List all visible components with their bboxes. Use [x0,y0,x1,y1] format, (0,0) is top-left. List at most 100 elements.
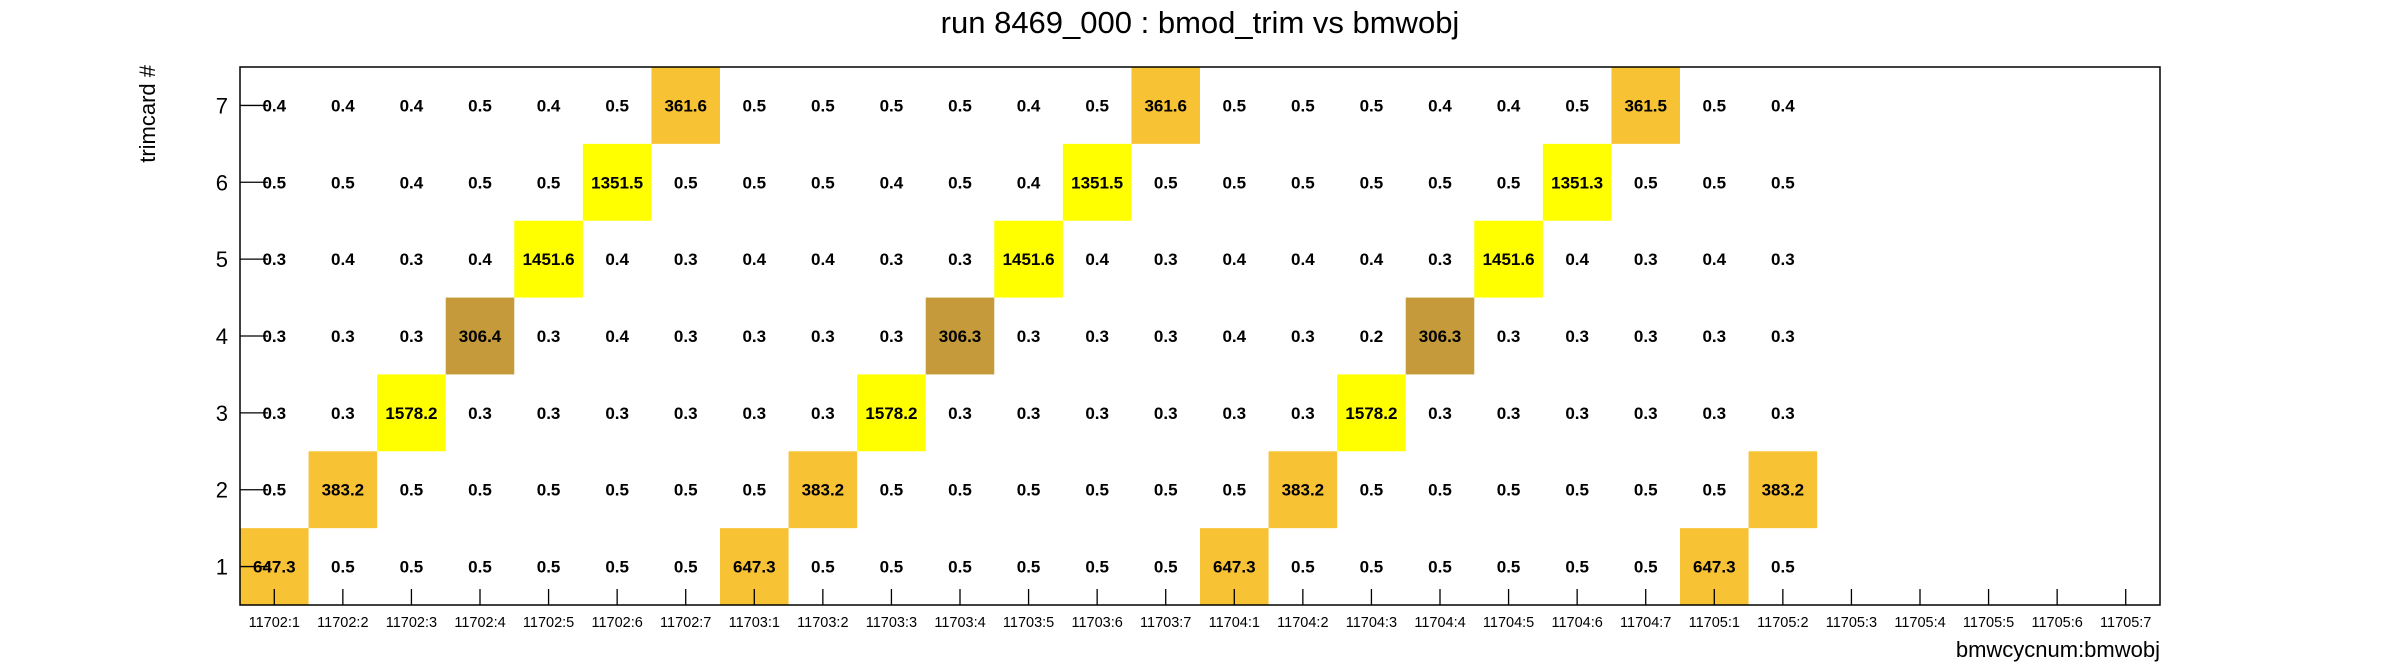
x-tick-label: 11703:7 [1140,615,1191,631]
cell-value-label: 0.3 [1771,327,1795,346]
x-tick-label: 11704:3 [1346,615,1397,631]
cell-value-label: 0.3 [262,404,286,423]
cell-value-label: 383.2 [1282,481,1325,500]
x-tick-label: 11704:2 [1277,615,1328,631]
x-tick-label: 11705:6 [2031,615,2082,631]
cell-value-label: 0.3 [400,327,424,346]
cell-value-label: 0.3 [811,327,835,346]
cell-value-label: 0.5 [331,558,355,577]
cell-value-label: 1351.5 [591,173,643,192]
y-tick-label: 2 [216,478,228,503]
cell-value-label: 361.6 [1144,96,1187,115]
cell-value-label: 0.5 [948,96,972,115]
cell-value-label: 0.5 [1497,173,1521,192]
cell-value-label: 0.4 [880,173,904,192]
cell-value-label: 0.5 [1291,96,1315,115]
heatmap-cell [308,451,378,529]
cell-value-label: 0.4 [537,96,561,115]
cell-value-label: 0.4 [331,250,355,269]
x-tick-label: 11704:7 [1620,615,1671,631]
heatmap-cell [377,374,446,452]
cell-value-label: 0.5 [1428,173,1452,192]
cell-value-label: 0.5 [1291,558,1315,577]
cell-value-label: 0.3 [1154,250,1178,269]
x-tick-label: 11703:3 [866,615,917,631]
x-tick-label: 11703:5 [1003,615,1054,631]
cell-value-label: 0.4 [742,250,766,269]
cell-value-label: 0.5 [605,558,629,577]
cell-value-label: 1451.6 [1483,250,1535,269]
heatmap-cell [651,67,720,144]
cell-value-label: 0.4 [1497,96,1521,115]
cell-value-label: 0.5 [948,173,972,192]
cell-value-label: 0.3 [811,404,835,423]
cell-value-label: 0.5 [262,173,286,192]
cell-value-label: 0.5 [400,558,424,577]
cell-value-label: 0.3 [1634,404,1658,423]
cell-value-label: 0.3 [468,404,492,423]
cell-value-label: 0.5 [1771,173,1795,192]
cell-value-label: 0.4 [400,173,424,192]
cell-value-label: 0.3 [880,250,904,269]
heatmap-cell [1131,67,1200,144]
heatmap-cell [445,297,515,375]
cell-value-label: 0.5 [262,481,286,500]
cell-value-label: 0.3 [262,250,286,269]
cell-labels: 647.3 0.5 0.5 0.5 0.5 0.5 0.5 647.3 0.5 0.5 0.5 0.5… [253,96,1804,576]
y-axis-title: trimcard # [135,64,160,163]
x-axis-title: bmwcycnum:bmwobj [1956,637,2160,662]
cell-value-label: 0.5 [605,481,629,500]
cell-value-label: 0.4 [1360,250,1384,269]
cell-value-label: 0.3 [674,404,698,423]
cell-value-label: 0.5 [1222,96,1246,115]
cell-value-label: 0.4 [605,327,629,346]
y-tick-label: 1 [216,555,228,580]
x-tick-label: 11702:7 [660,615,711,631]
cell-value-label: 0.5 [1222,173,1246,192]
cell-value-label: 0.5 [811,96,835,115]
cell-value-label: 0.5 [1565,558,1589,577]
cell-value-label: 0.5 [1634,481,1658,500]
cell-value-label: 306.4 [459,327,502,346]
cell-value-label: 0.5 [948,481,972,500]
heatmap-cell [1062,143,1132,221]
cell-value-label: 0.5 [537,481,561,500]
heatmap-cell [1337,374,1406,452]
x-tick-label: 11704:4 [1414,615,1465,631]
cell-value-label: 0.5 [1017,481,1041,500]
cell-value-label: 0.3 [1291,404,1315,423]
cell-value-label: 0.5 [674,173,698,192]
cell-value-label: 0.5 [1702,96,1726,115]
cell-value-label: 0.5 [468,481,492,500]
y-tick-label: 4 [216,324,228,349]
cell-value-label: 0.4 [605,250,629,269]
heatmap-cell [994,220,1063,298]
cell-value-label: 0.5 [880,558,904,577]
x-tick-label: 11705:1 [1689,615,1740,631]
chart-title: run 8469_000 : bmod_trim vs bmwobj [941,5,1460,40]
x-tick-label: 11703:2 [797,615,848,631]
cell-value-label: 0.5 [1360,96,1384,115]
x-tick-label: 11702:5 [523,615,574,631]
cell-value-label: 361.6 [664,96,707,115]
cell-value-label: 0.5 [1085,481,1109,500]
cell-value-label: 0.3 [1017,404,1041,423]
cell-value-label: 0.4 [1771,96,1795,115]
cell-value-label: 0.4 [1017,96,1041,115]
cell-value-label: 0.5 [1360,481,1384,500]
heatmap-cell [1611,67,1680,144]
x-tick-label: 11704:6 [1551,615,1602,631]
cell-value-label: 0.5 [1702,173,1726,192]
cell-value-label: 647.3 [1213,558,1256,577]
cell-value-label: 0.3 [1085,327,1109,346]
cell-value-label: 0.3 [1291,327,1315,346]
cell-value-label: 0.5 [1291,173,1315,192]
cell-value-label: 0.3 [1771,250,1795,269]
cell-value-label: 0.5 [880,481,904,500]
cell-value-label: 0.3 [1428,250,1452,269]
x-tick-label: 11703:4 [934,615,985,631]
plot-frame [239,66,2161,606]
x-tick-label: 11705:2 [1757,615,1808,631]
cell-value-label: 0.5 [674,558,698,577]
